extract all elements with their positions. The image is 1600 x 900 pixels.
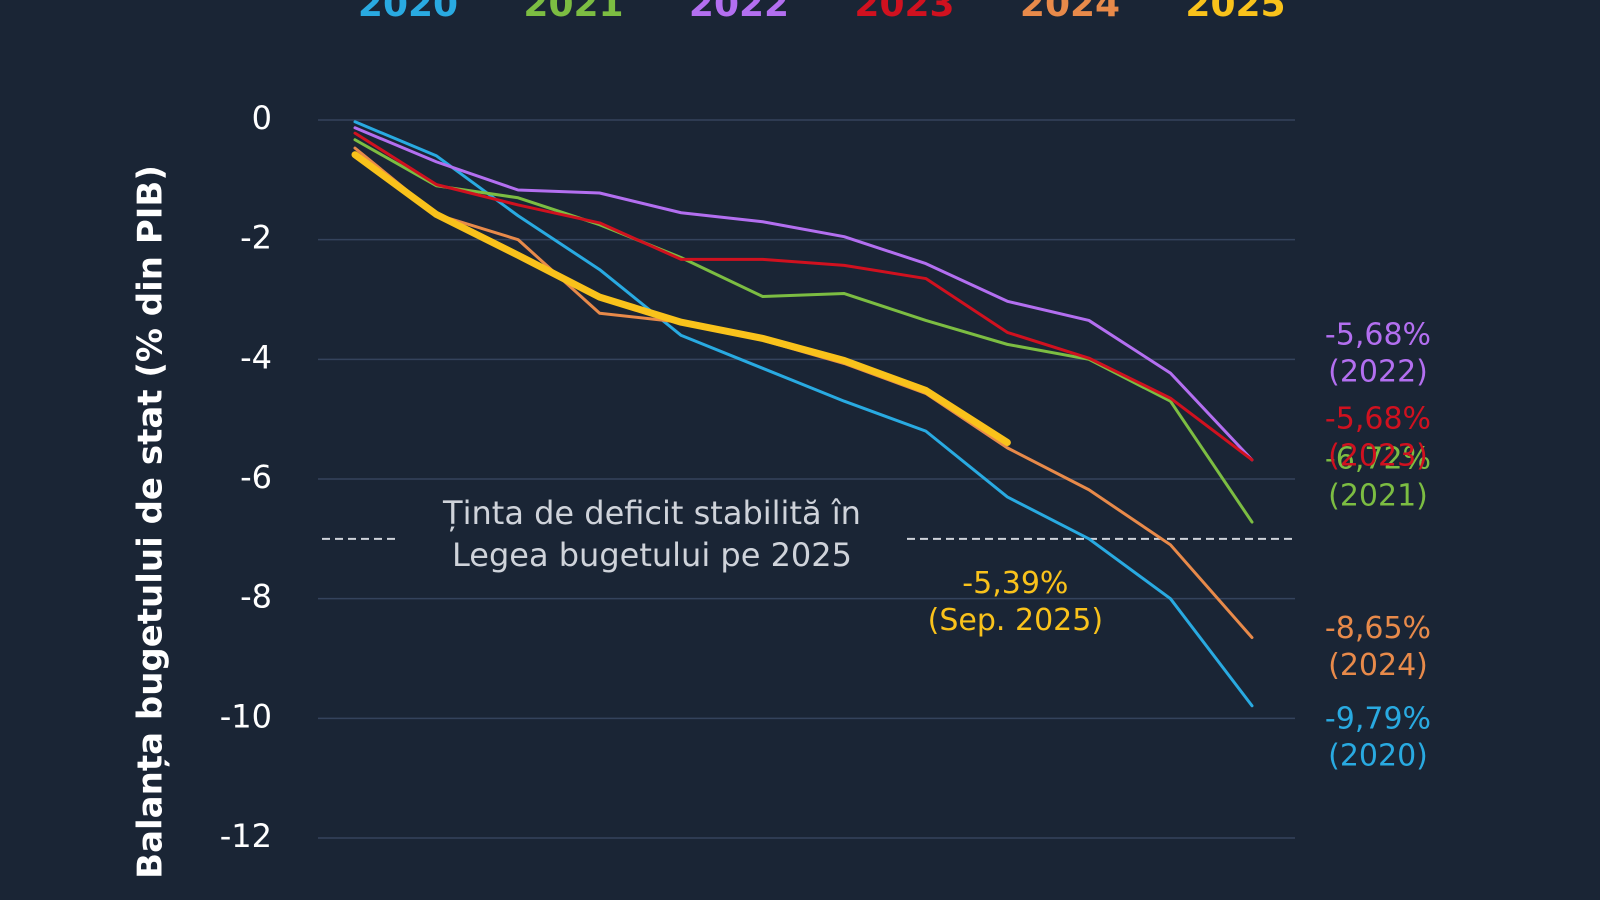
y-tick-label: -4 (240, 338, 272, 376)
data-label-note: (2022) (1328, 354, 1428, 389)
data-label: -9,79% (1325, 701, 1431, 736)
reference-label: Ținta de deficit stabilită în (442, 494, 861, 532)
series-line (353, 120, 1254, 708)
legend-entry: 2023 (854, 0, 954, 25)
legend-entry: 2024 (1020, 0, 1120, 25)
y-tick-label: -2 (240, 219, 272, 257)
series-line (351, 151, 1011, 447)
series-line (353, 131, 1254, 462)
y-tick-label: -10 (220, 697, 272, 735)
data-label: -5,68% (1325, 317, 1431, 352)
legend-entry: 2022 (689, 0, 789, 25)
y-axis-label: Balanța bugetului de stat (% din PIB) (131, 165, 171, 879)
data-label-note: (Sep. 2025) (928, 603, 1103, 638)
y-tick-label: -8 (240, 578, 272, 616)
y-tick-label: -12 (220, 817, 272, 855)
data-label: -5,39% (962, 566, 1068, 601)
reference-label: Legea bugetului pe 2025 (452, 536, 852, 574)
data-label: -5,68% (1325, 401, 1431, 436)
data-label-note: (2023) (1328, 438, 1428, 473)
data-label-note: (2020) (1328, 738, 1428, 773)
legend-entry: 2025 (1185, 0, 1285, 25)
legend-entry: 2021 (523, 0, 623, 25)
data-label-note: (2024) (1328, 648, 1428, 683)
data-label: -8,65% (1325, 611, 1431, 646)
legend-entry: 2020 (358, 0, 458, 25)
series-line (353, 126, 1254, 462)
y-tick-label: -6 (240, 458, 272, 496)
data-label: -6,72% (1325, 442, 1431, 477)
y-tick-label: 0 (252, 99, 272, 137)
data-label-note: (2021) (1328, 479, 1428, 514)
